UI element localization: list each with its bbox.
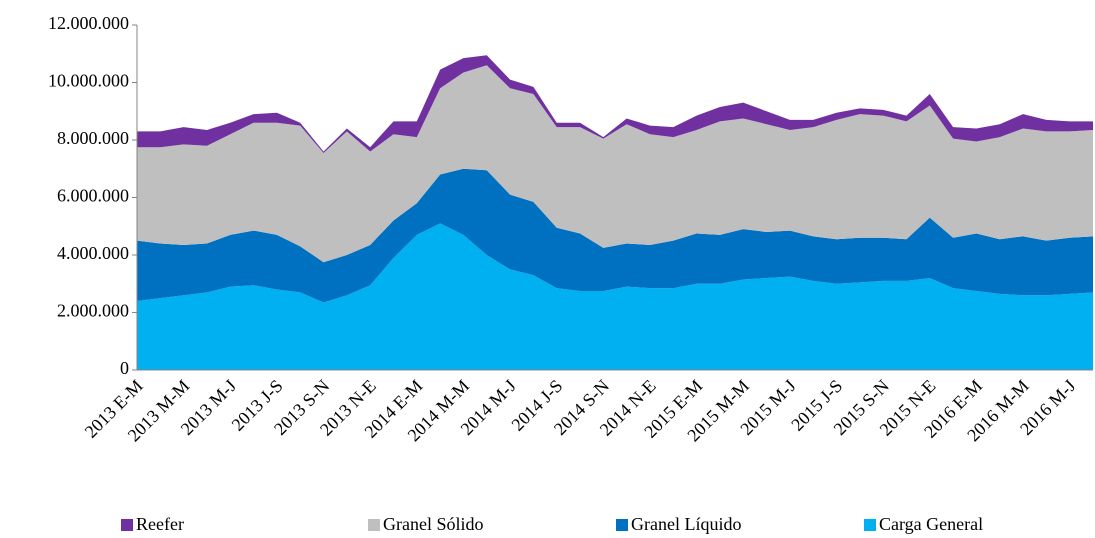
area [137,65,1093,263]
legend-label: Granel Líquido [631,514,741,534]
legend-label: Granel Sólido [383,514,484,534]
area [137,168,1093,303]
y-tick-label: 0 [120,358,129,378]
legend-swatch [121,519,133,531]
legend-label: Reefer [136,514,184,534]
legend-label: Carga General [879,514,983,534]
y-tick-label: 2.000.000 [57,301,129,321]
legend-swatch [368,519,380,531]
area [137,223,1093,370]
y-tick-label: 8.000.000 [57,128,129,148]
y-tick-label: 6.000.000 [57,186,129,206]
y-tick-label: 10.000.000 [48,71,129,91]
legend-swatch [616,519,628,531]
y-tick-label: 12.000.000 [48,13,129,33]
legend-swatch [864,519,876,531]
y-tick-label: 4.000.000 [57,243,129,263]
